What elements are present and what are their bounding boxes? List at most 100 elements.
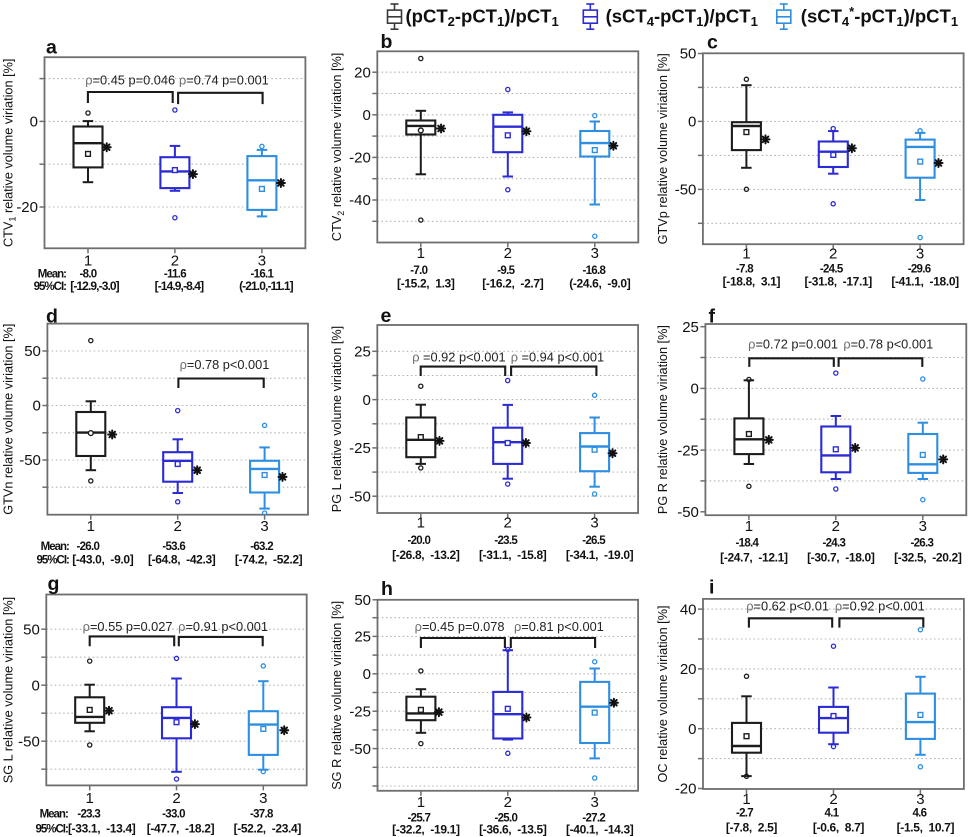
svg-text:a: a [46,37,57,59]
svg-text:[-32.5, -20.2]: [-32.5, -20.2] [894,550,962,564]
svg-text:4.1: 4.1 [825,808,840,820]
svg-text:40: 40 [680,601,697,618]
svg-text:PG R relative volume viriation: PG R relative volume viriation [%] [656,325,670,514]
svg-text:2: 2 [174,518,182,535]
svg-text:-20: -20 [675,781,697,798]
svg-text:[-15.2, 1.3]: [-15.2, 1.3] [397,277,455,291]
svg-text:3: 3 [919,518,927,535]
svg-text:-26.0: -26.0 [76,541,99,553]
svg-text:-20.0: -20.0 [407,535,430,547]
svg-text:[-34.1, -19.0]: [-34.1, -19.0] [566,548,634,562]
svg-text:ρ=0.45 p=0.078: ρ=0.45 p=0.078 [415,619,505,634]
svg-text:[-18.8, 3.1]: [-18.8, 3.1] [723,275,781,289]
svg-text:-20: -20 [16,199,38,216]
svg-text:3: 3 [916,791,924,808]
svg-text:3: 3 [591,794,599,811]
svg-text:[-12.9,-3.0]: [-12.9,-3.0] [70,279,119,293]
svg-text:0: 0 [30,114,38,131]
svg-text:b: b [381,31,393,53]
svg-text:2: 2 [832,518,840,535]
svg-text:1: 1 [742,246,750,263]
svg-text:[-36.6, -13.5]: [-36.6, -13.5] [479,823,547,837]
svg-text:0: 0 [688,721,696,738]
svg-text:-23.5: -23.5 [494,535,518,547]
svg-text:ρ =0.94 p<0.001: ρ =0.94 p<0.001 [511,349,604,364]
svg-text:1: 1 [417,245,425,262]
svg-text:ρ=0.72 p=0.001: ρ=0.72 p=0.001 [748,337,838,352]
svg-text:2: 2 [504,515,512,532]
svg-text:[-26.8, -13.2]: [-26.8, -13.2] [392,548,460,562]
svg-text:[-1.5, 10.7]: [-1.5, 10.7] [897,820,955,834]
svg-text:OC relative volume viriation [: OC relative volume viriation [%] [656,606,670,783]
svg-text:(-24.6, -9.0]: (-24.6, -9.0] [569,277,630,291]
svg-text:PG L relative volume viriation: PG L relative volume viriation [%] [330,326,344,512]
svg-text:CTV1​ relative volume viriatio: CTV1​ relative volume viriation [%] [2,59,18,247]
svg-text:ρ=0.78 p<0.001: ρ=0.78 p<0.001 [180,357,270,372]
svg-text:-50: -50 [18,733,40,750]
svg-text:CTV2​ relative volume viriatio: CTV2​ relative volume viriation [%] [330,53,346,241]
svg-text:[-47.7, -18.2]: [-47.7, -18.2] [147,822,215,836]
svg-text:2: 2 [504,245,512,262]
svg-text:1: 1 [84,253,92,270]
svg-text:0: 0 [33,398,41,415]
svg-text:3: 3 [258,253,266,270]
svg-text:-2.7: -2.7 [736,808,753,820]
svg-text:[-14.9,-8.4]: [-14.9,-8.4] [155,279,204,293]
svg-text:(-21.0,-11.1]: (-21.0,-11.1] [239,279,294,293]
svg-text:-63.2: -63.2 [250,541,273,553]
svg-text:-33.0: -33.0 [162,808,185,820]
svg-text:2: 2 [172,790,180,807]
svg-text:-25: -25 [677,442,699,459]
svg-text:1: 1 [745,518,753,535]
svg-text:d: d [46,306,58,328]
svg-text:-37.8: -37.8 [250,808,274,820]
svg-text:0: 0 [688,114,696,131]
svg-text:50: 50 [24,343,41,360]
svg-text:-25.0: -25.0 [494,812,517,824]
svg-text:(sCT4​-pCT1​)/pCT1​: (sCT4​-pCT1​)/pCT1​ [606,6,758,30]
svg-text:ρ=0.91 p<0.001: ρ=0.91 p<0.001 [178,619,268,634]
svg-text:2: 2 [829,246,837,263]
svg-text:1: 1 [417,515,425,532]
svg-text:25: 25 [354,344,371,361]
svg-text:2: 2 [171,253,179,270]
svg-text:-18.4: -18.4 [736,538,760,550]
svg-text:SG L relative volume viriation: SG L relative volume viriation [%] [2,597,16,783]
svg-text:f: f [709,306,716,328]
svg-text:-25: -25 [349,703,371,720]
svg-text:-26.3: -26.3 [910,538,933,550]
svg-text:1: 1 [87,518,95,535]
svg-text:3: 3 [916,246,924,263]
svg-text:50: 50 [23,621,40,638]
svg-text:(pCT2​-pCT1​)/pCT1​: (pCT2​-pCT1​)/pCT1​ [406,6,559,30]
svg-text:-50: -50 [677,504,699,521]
svg-text:-50: -50 [349,741,371,758]
svg-text:e: e [381,305,392,327]
svg-text:-24.3: -24.3 [822,538,845,550]
svg-text:-26.5: -26.5 [582,535,606,547]
svg-text:-9.5: -9.5 [497,265,515,277]
svg-text:95%CI:: 95%CI: [35,824,68,836]
svg-text:-25.7: -25.7 [408,812,431,824]
svg-text:[-16.2, -2.7]: [-16.2, -2.7] [482,277,543,291]
svg-text:50: 50 [680,46,697,63]
svg-text:3: 3 [259,790,267,807]
svg-text:[-74.2, -52.2]: [-74.2, -52.2] [235,552,303,566]
svg-text:2: 2 [829,791,837,808]
svg-text:[-31.1, -15.8]: [-31.1, -15.8] [479,548,547,562]
svg-text:-8.0: -8.0 [79,268,96,280]
svg-text:-23.3: -23.3 [77,808,100,820]
svg-text:[-33.1, -13.4]: [-33.1, -13.4] [68,822,136,836]
svg-text:[-64.8, -42.3]: [-64.8, -42.3] [148,552,216,566]
svg-text:-11.6: -11.6 [164,268,186,280]
svg-text:ρ=0.74 p=0.001: ρ=0.74 p=0.001 [179,72,269,87]
svg-text:-53.6: -53.6 [162,541,185,553]
svg-text:[-32.2, -19.1]: [-32.2, -19.1] [392,823,460,837]
svg-text:-20: -20 [349,150,371,167]
svg-text:-16.8: -16.8 [582,265,606,277]
svg-text:g: g [48,573,60,595]
svg-text:1: 1 [86,790,94,807]
svg-text:ρ=0.78 p<0.001: ρ=0.78 p<0.001 [843,337,933,352]
svg-text:Mean:: Mean: [38,268,66,280]
svg-text:25: 25 [682,319,699,336]
